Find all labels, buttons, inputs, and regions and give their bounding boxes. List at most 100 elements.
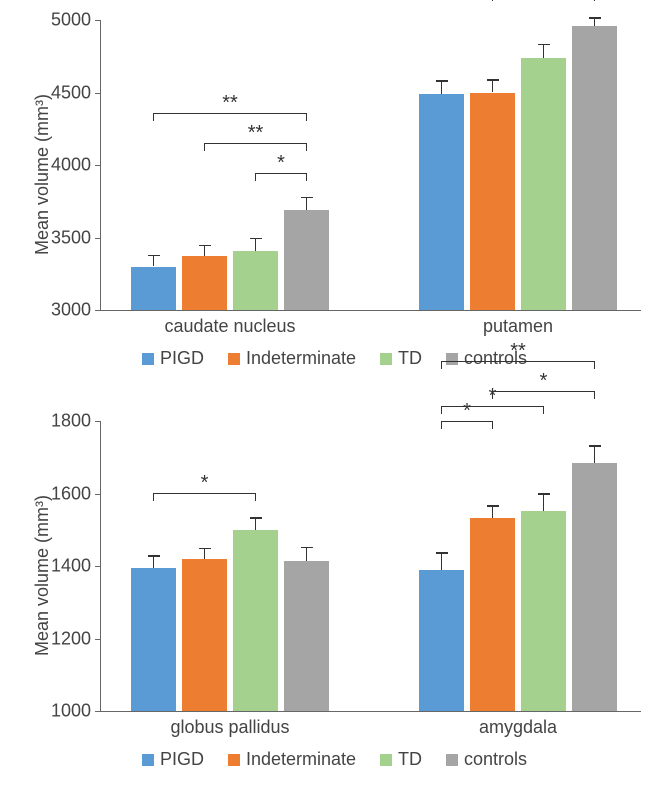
error-bar bbox=[255, 517, 257, 530]
ytick-label: 1600 bbox=[51, 483, 101, 504]
ytick-label: 1200 bbox=[51, 628, 101, 649]
bar-TD bbox=[521, 58, 566, 310]
bar-Indeterminate bbox=[470, 518, 515, 711]
significance-tick bbox=[441, 406, 443, 414]
legend-label: PIGD bbox=[160, 348, 204, 369]
significance-label: * bbox=[463, 400, 471, 423]
error-cap bbox=[487, 79, 499, 81]
panel-top: 30003500400045005000caudate nucleus*****… bbox=[0, 0, 669, 401]
error-cap bbox=[436, 552, 448, 554]
error-cap bbox=[148, 555, 160, 557]
bar-PIGD bbox=[419, 570, 464, 711]
error-cap bbox=[301, 547, 313, 549]
bar-PIGD bbox=[131, 568, 176, 711]
error-cap bbox=[436, 80, 448, 82]
legend-item-Indeterminate: Indeterminate bbox=[228, 348, 356, 369]
error-cap bbox=[148, 255, 160, 257]
significance-label: * bbox=[201, 472, 209, 495]
error-cap bbox=[250, 517, 262, 519]
significance-tick bbox=[441, 421, 443, 429]
significance-tick bbox=[306, 143, 308, 151]
bar-Indeterminate bbox=[470, 93, 515, 311]
legend-swatch bbox=[446, 353, 458, 365]
bar-controls bbox=[284, 210, 329, 310]
bar-controls bbox=[572, 463, 617, 711]
error-bar bbox=[594, 445, 596, 462]
figure: 30003500400045005000caudate nucleus*****… bbox=[0, 0, 669, 802]
bar-Indeterminate bbox=[182, 256, 227, 310]
error-bar bbox=[204, 548, 206, 559]
ytick-label: 3500 bbox=[51, 227, 101, 248]
bar-PIGD bbox=[131, 267, 176, 311]
bar-Indeterminate bbox=[182, 559, 227, 711]
significance-tick bbox=[153, 113, 155, 121]
significance-tick bbox=[594, 361, 596, 369]
legend-label: controls bbox=[464, 749, 527, 770]
legend: PIGD Indeterminate TD controls bbox=[0, 749, 669, 771]
significance-tick bbox=[153, 493, 155, 501]
bar-PIGD bbox=[419, 94, 464, 310]
bar-TD bbox=[233, 251, 278, 310]
error-cap bbox=[250, 238, 262, 240]
legend-item-PIGD: PIGD bbox=[142, 749, 204, 770]
bar-TD bbox=[521, 511, 566, 711]
ytick-label: 4500 bbox=[51, 82, 101, 103]
significance-label: * bbox=[540, 370, 548, 393]
x-category-label: amygdala bbox=[479, 711, 557, 738]
significance-tick bbox=[306, 113, 308, 121]
error-bar bbox=[492, 79, 494, 92]
significance-label: ** bbox=[510, 340, 526, 363]
legend-item-TD: TD bbox=[380, 749, 422, 770]
bar-TD bbox=[233, 530, 278, 711]
significance-tick bbox=[543, 406, 545, 414]
bar-controls bbox=[284, 561, 329, 711]
panel-bottom: 1000 1200 1400 1600 1800 globus pallidus * amyg… bbox=[0, 401, 669, 802]
significance-tick bbox=[594, 391, 596, 399]
error-bar bbox=[306, 547, 308, 561]
significance-tick bbox=[492, 0, 494, 1]
error-bar bbox=[441, 552, 443, 569]
ytick-label: 1800 bbox=[51, 411, 101, 432]
legend-label: Indeterminate bbox=[246, 348, 356, 369]
legend-swatch bbox=[446, 754, 458, 766]
error-cap bbox=[301, 197, 313, 199]
legend-label: PIGD bbox=[160, 749, 204, 770]
error-bar bbox=[441, 80, 443, 94]
error-bar bbox=[306, 197, 308, 210]
significance-tick bbox=[204, 143, 206, 151]
x-category-label: caudate nucleus bbox=[164, 310, 295, 337]
legend-swatch bbox=[142, 353, 154, 365]
significance-tick bbox=[492, 421, 494, 429]
error-bar bbox=[153, 555, 155, 568]
significance-tick bbox=[594, 0, 596, 1]
ytick-label: 1000 bbox=[51, 701, 101, 722]
legend-swatch bbox=[142, 754, 154, 766]
error-bar bbox=[543, 493, 545, 510]
legend-label: Indeterminate bbox=[246, 749, 356, 770]
x-category-label: putamen bbox=[483, 310, 553, 337]
y-axis-label: Mean volume (mm³) bbox=[32, 94, 53, 255]
legend-swatch bbox=[380, 754, 392, 766]
x-category-label: globus pallidus bbox=[170, 711, 289, 738]
error-cap bbox=[538, 44, 550, 46]
significance-tick bbox=[255, 173, 257, 181]
significance-tick bbox=[306, 173, 308, 181]
significance-tick bbox=[255, 493, 257, 501]
ytick-label: 5000 bbox=[51, 10, 101, 31]
ytick-label: 3000 bbox=[51, 300, 101, 321]
error-bar bbox=[492, 505, 494, 518]
legend-label: TD bbox=[398, 348, 422, 369]
y-axis-label: Mean volume (mm³) bbox=[32, 495, 53, 656]
bar-controls bbox=[572, 26, 617, 310]
significance-tick bbox=[441, 361, 443, 369]
error-cap bbox=[589, 17, 601, 19]
legend-swatch bbox=[228, 353, 240, 365]
significance-label: ** bbox=[248, 122, 264, 145]
ytick-label: 1400 bbox=[51, 556, 101, 577]
error-bar bbox=[543, 44, 545, 58]
legend-item-controls: controls bbox=[446, 749, 527, 770]
significance-label: * bbox=[489, 385, 497, 408]
legend-swatch bbox=[228, 754, 240, 766]
error-bar bbox=[255, 238, 257, 251]
legend-item-PIGD: PIGD bbox=[142, 348, 204, 369]
